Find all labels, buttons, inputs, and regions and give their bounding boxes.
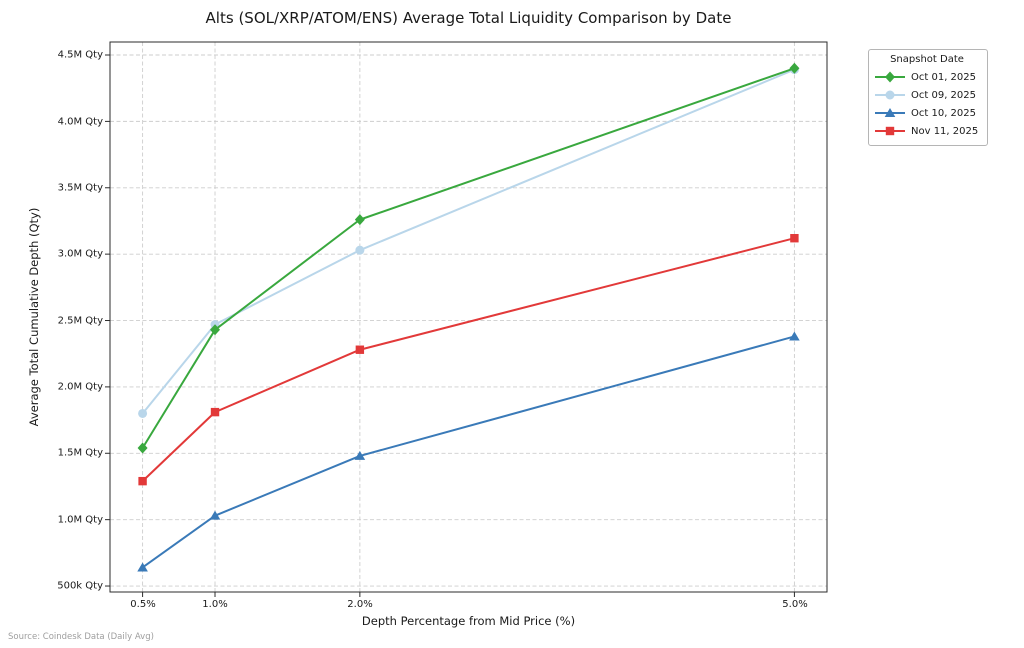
legend-label: Oct 01, 2025 [911, 71, 976, 83]
series-oct-10-2025 [137, 331, 800, 572]
y-tick-label: 4.5M Qty [57, 49, 103, 61]
y-tick-label: 4.0M Qty [57, 116, 103, 128]
x-tick-label: 5.0% [782, 599, 808, 610]
legend-circle-marker-icon [875, 90, 905, 100]
series-oct-01-2025 [137, 62, 800, 454]
legend-entry-oct-09-2025: Oct 09, 2025 [873, 86, 981, 104]
legend-entry-oct-10-2025: Oct 10, 2025 [873, 104, 981, 122]
legend-entry-oct-01-2025: Oct 01, 2025 [873, 68, 981, 86]
legend-label: Oct 10, 2025 [911, 107, 976, 119]
y-tick-label: 1.5M Qty [57, 447, 103, 459]
y-tick-label: 3.0M Qty [57, 248, 103, 260]
legend: Snapshot Date Oct 01, 2025 Oct 09, 2025 … [868, 49, 988, 146]
y-tick-label: 1.0M Qty [57, 514, 103, 526]
x-tick-label: 0.5% [130, 599, 156, 610]
x-axis-title: Depth Percentage from Mid Price (%) [361, 614, 576, 628]
series-nov-11-2025 [138, 234, 799, 486]
series-oct-09-2025 [138, 65, 799, 418]
plot-border [109, 41, 828, 593]
legend-label: Oct 09, 2025 [911, 89, 976, 101]
legend-square-marker-icon [875, 126, 905, 136]
source-note: Source: Coindesk Data (Daily Avg) [8, 632, 154, 642]
y-tick-label: 2.0M Qty [57, 381, 103, 393]
legend-title: Snapshot Date [890, 54, 964, 65]
legend-label: Nov 11, 2025 [911, 125, 979, 137]
legend-diamond-marker-icon [875, 71, 905, 83]
chart-title: Alts (SOL/XRP/ATOM/ENS) Average Total Li… [205, 9, 732, 27]
x-tick-label: 1.0% [202, 599, 228, 610]
y-tick-label: 500k Qty [57, 580, 103, 592]
y-tick-label: 3.5M Qty [57, 182, 103, 194]
x-tick-label: 2.0% [347, 599, 373, 610]
y-tick-label: 2.5M Qty [57, 315, 103, 327]
legend-triangle-marker-icon [875, 108, 905, 117]
tick-marks [105, 54, 795, 597]
legend-entry-nov-11-2025: Nov 11, 2025 [873, 122, 981, 140]
gridlines [110, 42, 827, 592]
